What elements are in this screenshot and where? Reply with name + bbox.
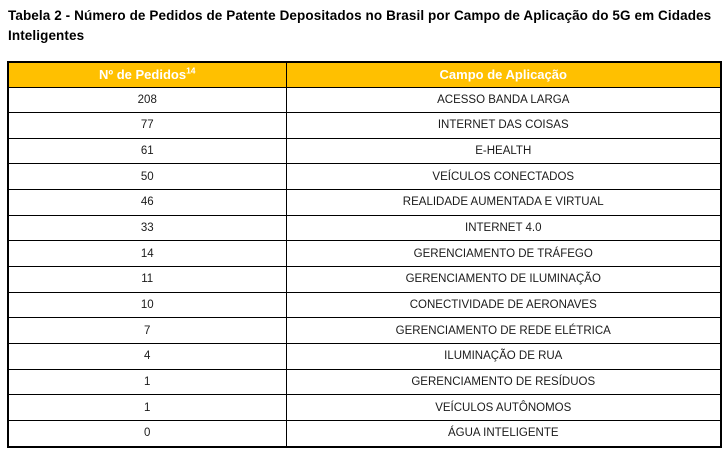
cell-num-pedidos: 61 — [7, 137, 287, 165]
table-row: 1 VEÍCULOS AUTÔNOMOS — [7, 394, 722, 421]
column-header-campo-aplicacao-label: Campo de Aplicação — [439, 67, 567, 83]
cell-campo-aplicacao: CONECTIVIDADE DE AERONAVES — [285, 291, 722, 319]
column-header-num-pedidos-label: Nº de Pedidos — [98, 67, 187, 83]
cell-num-pedidos: 1 — [7, 394, 287, 421]
cell-num-pedidos: 4 — [7, 342, 287, 370]
cell-num-pedidos: 14 — [7, 240, 287, 267]
table-row: 1 GERENCIAMENTO DE RESÍDUOS — [7, 368, 722, 396]
table-row: 50 VEÍCULOS CONECTADOS — [7, 163, 722, 191]
cell-num-pedidos: 7 — [7, 317, 287, 344]
cell-campo-aplicacao: GERENCIAMENTO DE ILUMINAÇÃO — [285, 265, 722, 293]
table-body: 208 ACESSO BANDA LARGA 77 INTERNET DAS COIS… — [7, 86, 722, 448]
footnote-marker: 14 — [186, 65, 196, 76]
cell-campo-aplicacao: ILUMINAÇÃO DE RUA — [285, 342, 722, 370]
table-row: 4 ILUMINAÇÃO DE RUA — [7, 342, 722, 370]
cell-num-pedidos: 11 — [7, 265, 287, 293]
column-header-num-pedidos: Nº de Pedidos14 — [7, 61, 287, 88]
table-row: 14 GERENCIAMENTO DE TRÁFEGO — [7, 240, 722, 267]
column-header-campo-aplicacao: Campo de Aplicação — [285, 61, 722, 88]
cell-num-pedidos: 46 — [7, 189, 287, 216]
cell-campo-aplicacao: INTERNET 4.0 — [285, 214, 722, 242]
table-row: 0 ÁGUA INTELIGENTE — [7, 419, 722, 448]
table-caption: Tabela 2 - Número de Pedidos de Patente … — [8, 8, 712, 43]
cell-campo-aplicacao: REALIDADE AUMENTADA E VIRTUAL — [285, 189, 722, 216]
table-row: 10 CONECTIVIDADE DE AERONAVES — [7, 291, 722, 319]
cell-num-pedidos: 0 — [7, 419, 287, 448]
table-row: 46 REALIDADE AUMENTADA E VIRTUAL — [7, 189, 722, 216]
cell-campo-aplicacao: GERENCIAMENTO DE REDE ELÉTRICA — [285, 317, 722, 344]
cell-campo-aplicacao: GERENCIAMENTO DE RESÍDUOS — [285, 368, 722, 396]
table-row: 7 GERENCIAMENTO DE REDE ELÉTRICA — [7, 317, 722, 344]
cell-campo-aplicacao: E-HEALTH — [285, 137, 722, 165]
table-header-row: Nº de Pedidos14 Campo de Aplicação — [7, 61, 722, 88]
cell-num-pedidos: 208 — [7, 86, 287, 114]
cell-campo-aplicacao: GERENCIAMENTO DE TRÁFEGO — [285, 240, 722, 267]
table-row: 208 ACESSO BANDA LARGA — [7, 86, 722, 114]
cell-num-pedidos: 10 — [7, 291, 287, 319]
cell-num-pedidos: 77 — [7, 112, 287, 139]
cell-campo-aplicacao: VEÍCULOS AUTÔNOMOS — [285, 394, 722, 421]
cell-campo-aplicacao: INTERNET DAS COISAS — [285, 112, 722, 139]
cell-campo-aplicacao: ÁGUA INTELIGENTE — [285, 419, 722, 448]
cell-campo-aplicacao: VEÍCULOS CONECTADOS — [285, 163, 722, 191]
table-row: 33 INTERNET 4.0 — [7, 214, 722, 242]
table-row: 61 E-HEALTH — [7, 137, 722, 165]
table-row: 11 GERENCIAMENTO DE ILUMINAÇÃO — [7, 265, 722, 293]
cell-campo-aplicacao: ACESSO BANDA LARGA — [285, 86, 722, 114]
patents-table: Nº de Pedidos14 Campo de Aplicação 208 AC… — [7, 61, 722, 448]
table-row: 77 INTERNET DAS COISAS — [7, 112, 722, 139]
cell-num-pedidos: 33 — [7, 214, 287, 242]
cell-num-pedidos: 1 — [7, 368, 287, 396]
cell-num-pedidos: 50 — [7, 163, 287, 191]
